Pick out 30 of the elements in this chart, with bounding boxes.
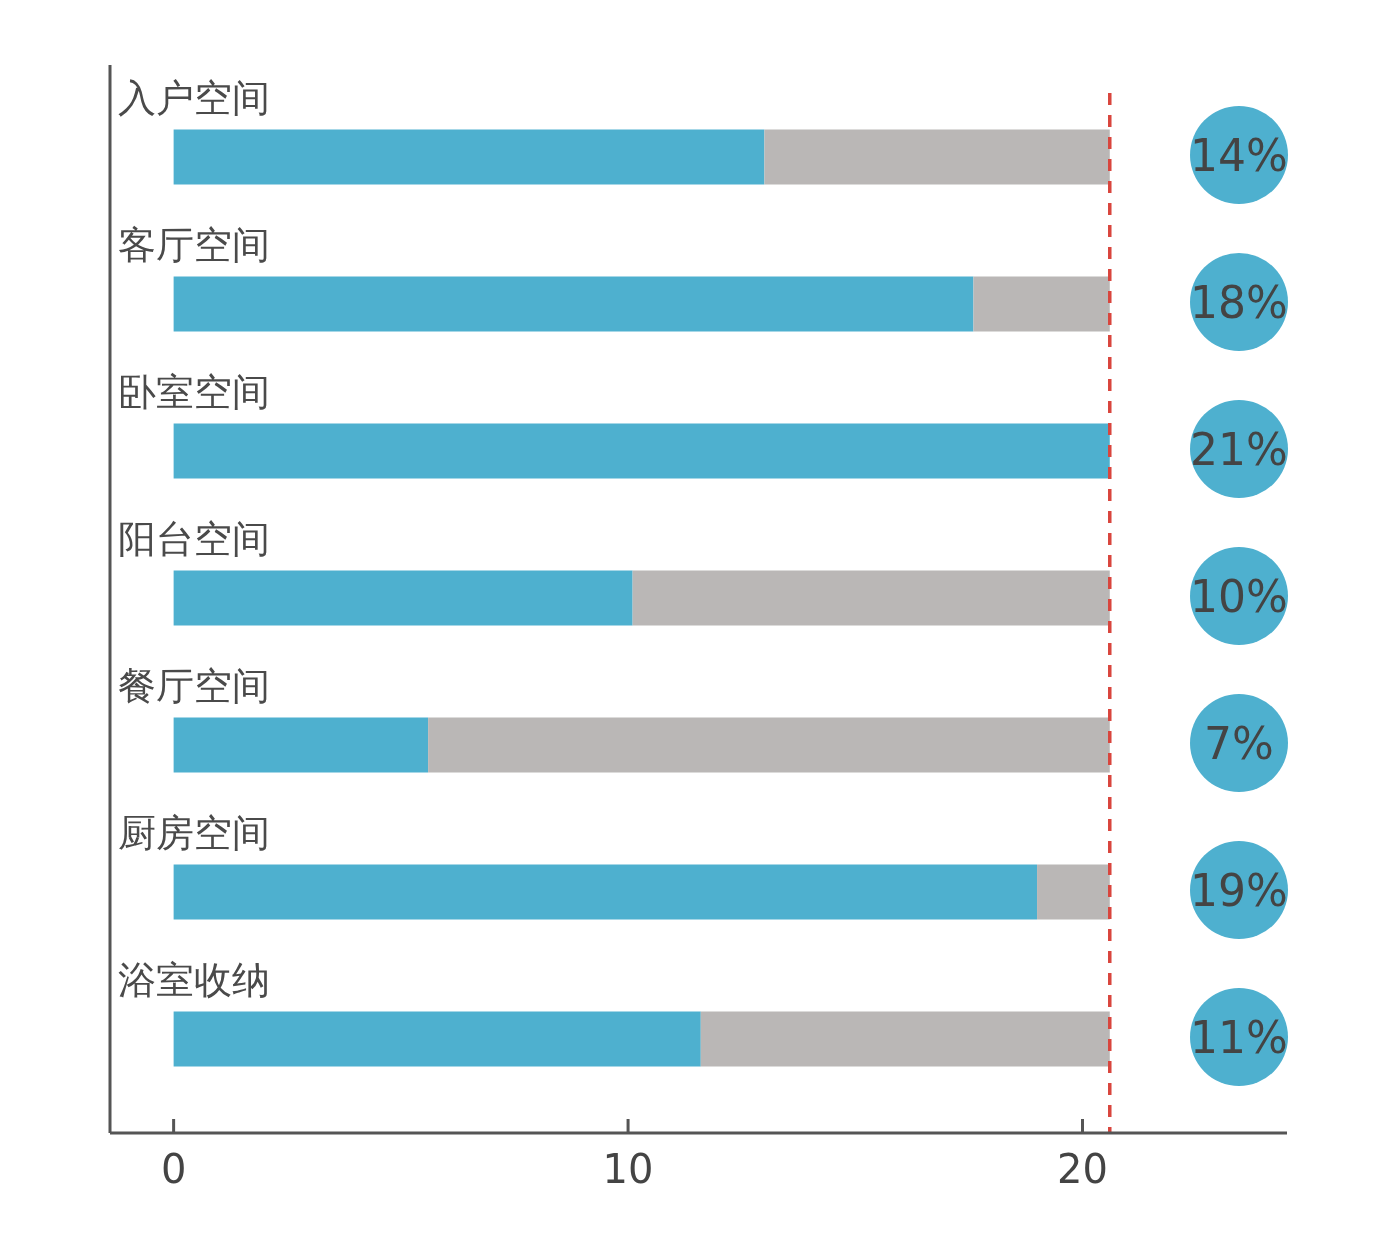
- annotation: 10%: [1190, 571, 1288, 622]
- bar: [1037, 864, 1110, 920]
- bar: [700, 1011, 1110, 1067]
- y-tick-label: 客厅空间: [118, 223, 270, 267]
- bar: [973, 276, 1110, 332]
- x-tick-label: 20: [1057, 1146, 1108, 1192]
- bar: [173, 423, 1110, 479]
- bar: [173, 864, 1038, 920]
- x-tick-label: 10: [602, 1146, 654, 1192]
- y-tick-label: 浴室收纳: [118, 958, 270, 1002]
- annotation: 18%: [1190, 277, 1288, 328]
- bar: [173, 1011, 701, 1067]
- bar: [632, 570, 1110, 626]
- bar: [173, 570, 633, 626]
- y-tick-label: 入户空间: [118, 76, 270, 120]
- y-tick-label: 餐厅空间: [118, 664, 270, 708]
- y-tick-label: 阳台空间: [118, 517, 270, 561]
- bar: [428, 717, 1110, 773]
- y-tick-label: 卧室空间: [118, 370, 270, 414]
- x-tick-label: 0: [160, 1146, 187, 1192]
- bar: [764, 129, 1110, 185]
- bar: [173, 129, 765, 185]
- bar: [173, 717, 429, 773]
- annotation: 14%: [1190, 130, 1288, 181]
- annotation: 19%: [1190, 865, 1288, 916]
- bar: [173, 276, 974, 332]
- annotation: 11%: [1190, 1012, 1288, 1063]
- annotation: 21%: [1190, 424, 1288, 475]
- annotation: 7%: [1204, 718, 1274, 769]
- y-tick-label: 厨房空间: [118, 811, 270, 855]
